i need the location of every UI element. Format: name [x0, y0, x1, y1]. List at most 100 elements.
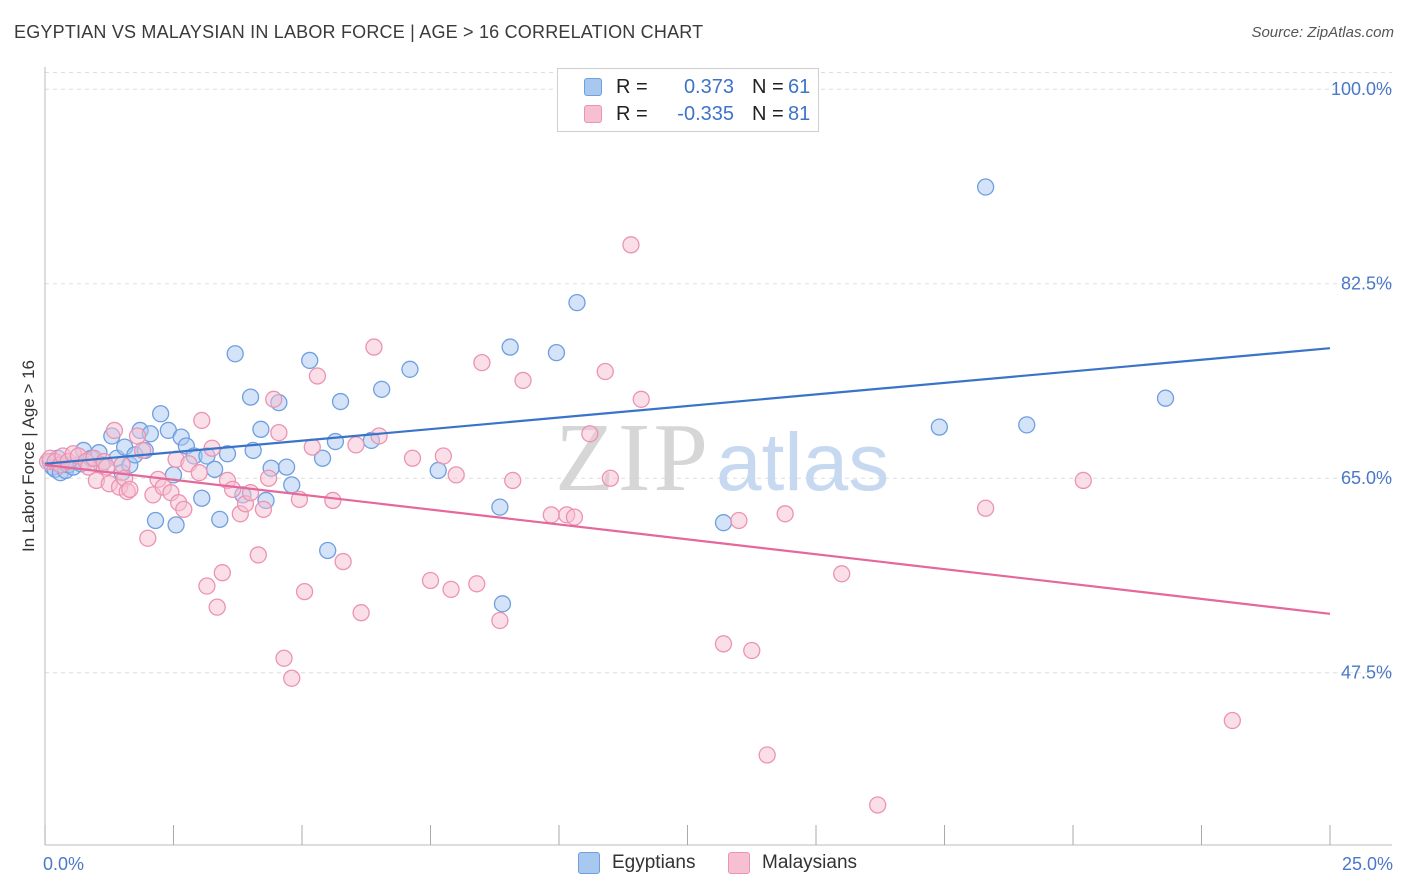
egyptians-swatch [584, 78, 602, 96]
malaysian-point [370, 427, 388, 445]
egyptian-point [501, 338, 519, 356]
egyptian-point [211, 510, 229, 529]
malaysian-point [352, 604, 370, 622]
egyptian-point [218, 445, 237, 463]
malaysian-point [270, 424, 288, 442]
malaysian-point [714, 635, 733, 653]
malaysian-point [403, 449, 422, 467]
malaysian-point [447, 466, 465, 484]
egyptian-point [714, 514, 733, 532]
malaysian-point [581, 425, 599, 443]
egyptian-point [373, 380, 391, 398]
malaysian-point [976, 499, 995, 517]
correlation-legend: R = 0.373 N = 61 R = -0.335 N = 81 [557, 68, 819, 132]
egyptian-point [326, 432, 345, 451]
y-tick-label: 82.5% [1341, 274, 1392, 294]
malaysian-point [1074, 471, 1092, 490]
x-tick-label: 25.0% [1342, 854, 1393, 874]
legend-r-label: R = [616, 75, 648, 98]
malaysian-point [259, 469, 278, 487]
malaysian-point [365, 338, 383, 356]
malaysian-point [275, 649, 293, 667]
malaysian-point [121, 480, 139, 498]
legend-n-label: N = [752, 102, 784, 125]
egyptian-point [151, 405, 170, 423]
malaysian-point [223, 480, 242, 498]
egyptian-point [493, 595, 512, 613]
egyptian-point [930, 418, 949, 436]
legend-r-value: -0.335 [677, 102, 734, 125]
malaysian-point [303, 438, 321, 456]
malaysian-point [776, 505, 794, 523]
tick-labels: 100.0% 82.5% 65.0% 47.5% 0.0% 25.0% [43, 79, 1393, 874]
egyptian-point [976, 178, 995, 196]
legend-n-label: N = [752, 75, 784, 98]
y-axis-label: In Labor Force | Age > 16 [19, 360, 38, 552]
malaysian-point [295, 582, 314, 601]
egyptian-point [193, 489, 211, 507]
egyptian-point [167, 516, 185, 534]
y-tick-label: 100.0% [1331, 79, 1392, 99]
egyptian-point [283, 476, 301, 494]
egyptian-point [277, 458, 296, 476]
egyptian-point [226, 345, 244, 363]
malaysian-point [283, 669, 301, 687]
malaysian-point [139, 529, 157, 547]
malaysian-point [473, 353, 491, 372]
malaysian-point [213, 564, 231, 582]
malaysian-point [308, 367, 327, 385]
egyptians-legend-label: Egyptians [612, 852, 696, 873]
malaysians-legend-label: Malaysians [762, 852, 858, 873]
malaysian-point [758, 746, 776, 764]
egyptian-point [401, 360, 419, 378]
watermark-atlas: atlas [716, 417, 889, 508]
malaysians-swatch [584, 105, 602, 123]
watermark: ZIP atlas [555, 404, 889, 512]
egyptian-point [1156, 389, 1175, 407]
egyptians-trend-line [44, 347, 1331, 465]
malaysian-point [265, 390, 283, 408]
egyptian-point [568, 293, 586, 312]
malaysian-point [468, 575, 486, 593]
malaysian-point [514, 371, 532, 390]
malaysian-point [347, 436, 365, 454]
legend-n-value: 61 [788, 75, 811, 98]
egyptian-point [491, 498, 509, 516]
source-credit: Source: ZipAtlas.com [1251, 24, 1394, 41]
egyptian-point [241, 388, 260, 406]
trend-lines [44, 347, 1331, 615]
legend-item-egyptians[interactable]: Egyptians [578, 852, 695, 874]
malaysians-trend-line [44, 463, 1331, 615]
malaysian-point [504, 471, 522, 490]
egyptian-point [252, 420, 270, 438]
malaysian-point [601, 469, 620, 487]
malaysian-point [442, 580, 460, 599]
malaysian-point [249, 546, 267, 564]
egyptians-points [41, 178, 1175, 613]
egyptian-point [205, 460, 224, 478]
legend-r-value: 0.373 [683, 75, 734, 98]
malaysian-point [542, 506, 560, 524]
legend-row-egyptians: R = 0.373 N = 61 [584, 75, 810, 99]
malaysian-point [128, 427, 147, 445]
legend-row-malaysians: R = -0.335 N = 81 [584, 102, 810, 126]
legend-n-value: 81 [788, 102, 811, 125]
chart-title: EGYPTIAN VS MALAYSIAN IN LABOR FORCE | A… [14, 22, 704, 42]
malaysian-point [208, 598, 226, 616]
y-tick-label: 65.0% [1341, 468, 1392, 488]
malaysian-point [198, 577, 216, 595]
egyptians-legend-swatch [578, 852, 600, 874]
malaysian-point [1223, 711, 1241, 730]
egyptian-point [301, 351, 319, 370]
malaysian-point [833, 565, 851, 583]
egyptian-point [331, 392, 350, 411]
malaysian-point [254, 500, 273, 518]
malaysian-point [175, 500, 193, 518]
malaysian-point [190, 464, 208, 482]
malaysian-point [632, 390, 650, 408]
egyptian-point [1018, 416, 1036, 434]
egyptian-point [313, 449, 332, 467]
legend-item-malaysians[interactable]: Malaysians [728, 852, 857, 874]
malaysian-point [434, 447, 453, 465]
